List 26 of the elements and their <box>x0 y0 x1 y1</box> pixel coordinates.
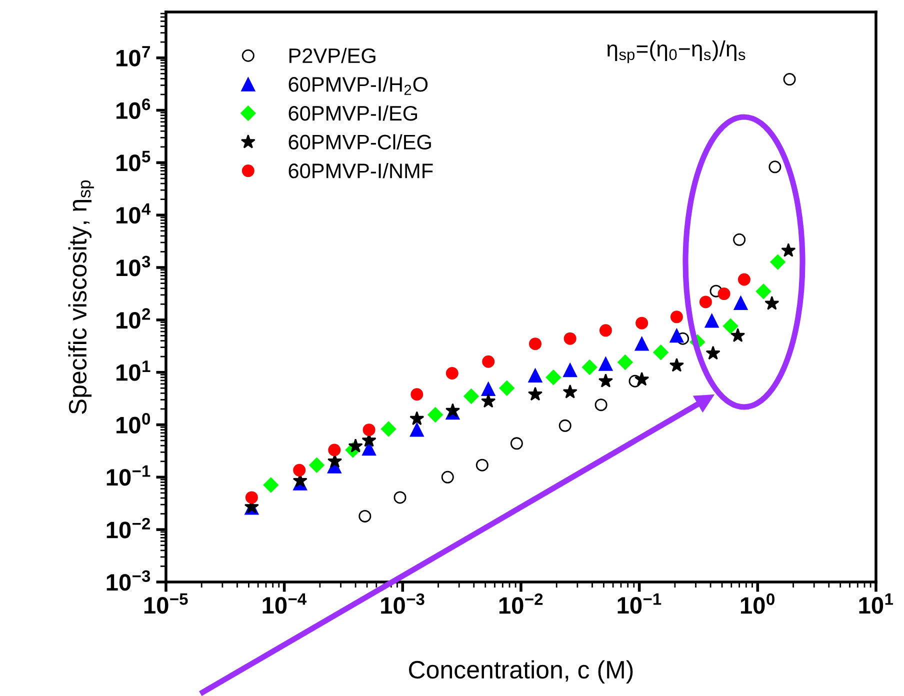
x-tick-label: 10$^{−2}$ <box>499 593 543 614</box>
legend-label: 60PMVP-I/H$_{2}$O <box>288 76 428 95</box>
legend-label: 60PMVP-I/EG <box>288 105 418 121</box>
y-axis-title: Specific viscosity, η$_{sp}$ <box>68 180 94 414</box>
x-axis-title: Concentration, c (M) <box>409 660 633 684</box>
y-tick-label: 10$^{3}$ <box>116 256 150 276</box>
annotation: η$_{sp}$=(η$_{0}$−η$_{s}$)/η$_{s}$ <box>607 40 746 64</box>
y-tick-label: 10$^{0}$ <box>116 413 150 434</box>
legend-label: P2VP/EG <box>289 48 376 64</box>
legend-label: 60PMVP-I/NMF <box>288 163 433 178</box>
y-tick-label: 10$^{1}$ <box>116 360 150 381</box>
x-tick-label: 10$^{−1}$ <box>618 593 662 614</box>
y-tick-label: 10$^{−3}$ <box>106 570 150 591</box>
x-tick-label: 10$^{1}$ <box>859 593 894 614</box>
x-tick-label: 10$^{−3}$ <box>381 593 424 614</box>
y-tick-label: 10$^{5}$ <box>116 150 150 172</box>
y-tick-label: 10$^{6}$ <box>116 98 150 120</box>
y-tick-label: 10$^{−2}$ <box>106 518 150 538</box>
y-tick-label: 10$^{4}$ <box>116 203 151 224</box>
y-tick-label: 10$^{2}$ <box>116 308 150 329</box>
x-tick-label: 10$^{−4}$ <box>262 593 307 614</box>
y-tick-label: 10$^{7}$ <box>116 46 150 66</box>
x-tick-label: 10$^{−5}$ <box>144 593 188 614</box>
y-tick-label: 10$^{−1}$ <box>106 465 150 486</box>
legend-label: 60PMVP-Cl/EG <box>288 134 431 150</box>
x-tick-label: 10$^{0}$ <box>740 593 774 614</box>
